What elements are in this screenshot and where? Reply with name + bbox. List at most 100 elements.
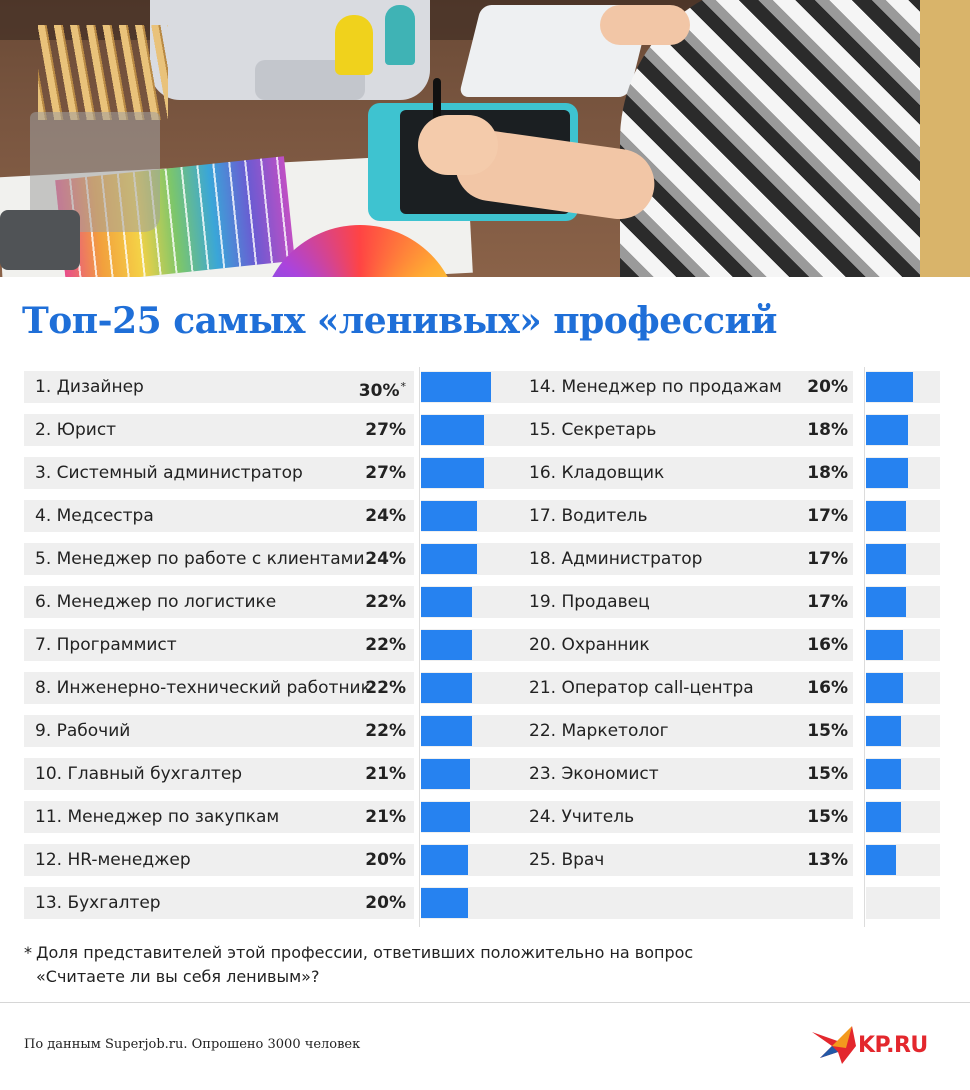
- profession-label: 19. Продавец: [518, 586, 853, 618]
- hero-figurine-teal: [385, 5, 415, 65]
- chart-title: Топ-25 самых «ленивых» профессий: [22, 300, 777, 342]
- percent-label: 20%: [783, 371, 848, 403]
- percent-label: 22%: [344, 715, 406, 747]
- profession-label: 11. Менеджер по закупкам: [24, 801, 414, 833]
- profession-label: 8. Инженерно-технический работник: [24, 672, 414, 704]
- bar-track: [421, 500, 531, 532]
- profession-label: 6. Менеджер по логистике: [24, 586, 414, 618]
- profession-label: 5. Менеджер по работе с клиентами: [24, 543, 414, 575]
- column-divider-left: [419, 367, 420, 927]
- percent-value: 22%: [365, 721, 406, 741]
- hero-photo: [0, 0, 970, 277]
- percent-value: 21%: [365, 764, 406, 784]
- percent-label: 24%: [344, 543, 406, 575]
- bar: [866, 716, 901, 746]
- percent-label: 30%*: [344, 371, 406, 403]
- profession-label: 14. Менеджер по продажам: [518, 371, 853, 403]
- bar: [866, 458, 908, 488]
- bar-track: [866, 457, 940, 489]
- bar-track: [421, 715, 531, 747]
- hero-person-shirt: [620, 0, 970, 277]
- percent-value: 22%: [365, 678, 406, 698]
- percent-value: 27%: [365, 420, 406, 440]
- hero-hand-keyboard: [600, 5, 690, 45]
- percent-label: 17%: [783, 500, 848, 532]
- percent-value: 17%: [807, 592, 848, 612]
- percent-value: 15%: [807, 721, 848, 741]
- percent-label: 22%: [344, 586, 406, 618]
- profession-label: 20. Охранник: [518, 629, 853, 661]
- bar-track: [866, 371, 940, 403]
- percent-label: 22%: [344, 672, 406, 704]
- bar: [421, 716, 473, 746]
- bar-track: [421, 887, 531, 919]
- kp-logo-star-orange: [832, 1026, 852, 1048]
- bar: [421, 673, 473, 703]
- footnote: * Доля представителей этой профессии, от…: [24, 941, 756, 989]
- percent-label: 18%: [783, 414, 848, 446]
- profession-label: 15. Секретарь: [518, 414, 853, 446]
- profession-label: 13. Бухгалтер: [24, 887, 414, 919]
- profession-label: 10. Главный бухгалтер: [24, 758, 414, 790]
- percent-label: 24%: [344, 500, 406, 532]
- kp-logo-icon[interactable]: [812, 1024, 947, 1070]
- bar: [866, 759, 901, 789]
- bar: [421, 415, 484, 445]
- percent-label: 21%: [344, 758, 406, 790]
- bar-track: [421, 844, 531, 876]
- percent-label: 16%: [783, 629, 848, 661]
- percent-label: 27%: [344, 457, 406, 489]
- bar: [421, 458, 484, 488]
- percent-value: 17%: [807, 506, 848, 526]
- bar: [866, 587, 906, 617]
- percent-value: 18%: [807, 463, 848, 483]
- bar-track: [421, 371, 531, 403]
- bar: [421, 888, 468, 918]
- bar: [421, 630, 473, 660]
- hero-hair: [920, 0, 970, 277]
- percent-value: 24%: [365, 549, 406, 569]
- profession-label: 18. Администратор: [518, 543, 853, 575]
- percent-value: 22%: [365, 635, 406, 655]
- profession-label: [518, 887, 853, 919]
- bar-track: [866, 672, 940, 704]
- percent-label: 16%: [783, 672, 848, 704]
- kp-logo-text[interactable]: KP.RU: [858, 1033, 928, 1058]
- profession-label: 17. Водитель: [518, 500, 853, 532]
- hero-hand: [418, 115, 498, 175]
- percent-value: 21%: [365, 807, 406, 827]
- percent-value: 20%: [365, 850, 406, 870]
- bar: [866, 673, 904, 703]
- profession-label: 21. Оператор call-центра: [518, 672, 853, 704]
- percent-value: 17%: [807, 549, 848, 569]
- bar-track: [421, 672, 531, 704]
- bar: [421, 759, 470, 789]
- bar-track: [421, 629, 531, 661]
- bar-track: [866, 844, 940, 876]
- percent-value: 20%: [807, 377, 848, 397]
- hero-stylus: [433, 78, 441, 143]
- hero-figurine-yellow: [335, 15, 373, 75]
- bar: [421, 587, 473, 617]
- column-divider-right: [864, 367, 865, 927]
- bar-track: [866, 586, 940, 618]
- percent-label: [783, 887, 848, 919]
- percent-label: 21%: [344, 801, 406, 833]
- percent-label: 17%: [783, 543, 848, 575]
- percent-label: 15%: [783, 801, 848, 833]
- source-note: По данным Superjob.ru. Опрошено 3000 чел…: [24, 1037, 361, 1052]
- percent-value: 15%: [807, 764, 848, 784]
- profession-label: 3. Системный администратор: [24, 457, 414, 489]
- percent-value: 16%: [807, 635, 848, 655]
- profession-label: 2. Юрист: [24, 414, 414, 446]
- percent-label: 27%: [344, 414, 406, 446]
- bar: [866, 372, 913, 402]
- percent-label: 20%: [344, 887, 406, 919]
- percent-label: 18%: [783, 457, 848, 489]
- bar-track: [866, 629, 940, 661]
- percent-label: 20%: [344, 844, 406, 876]
- bar-track: [421, 758, 531, 790]
- footnote-star: *: [24, 943, 32, 962]
- percent-label: 17%: [783, 586, 848, 618]
- bar: [421, 501, 477, 531]
